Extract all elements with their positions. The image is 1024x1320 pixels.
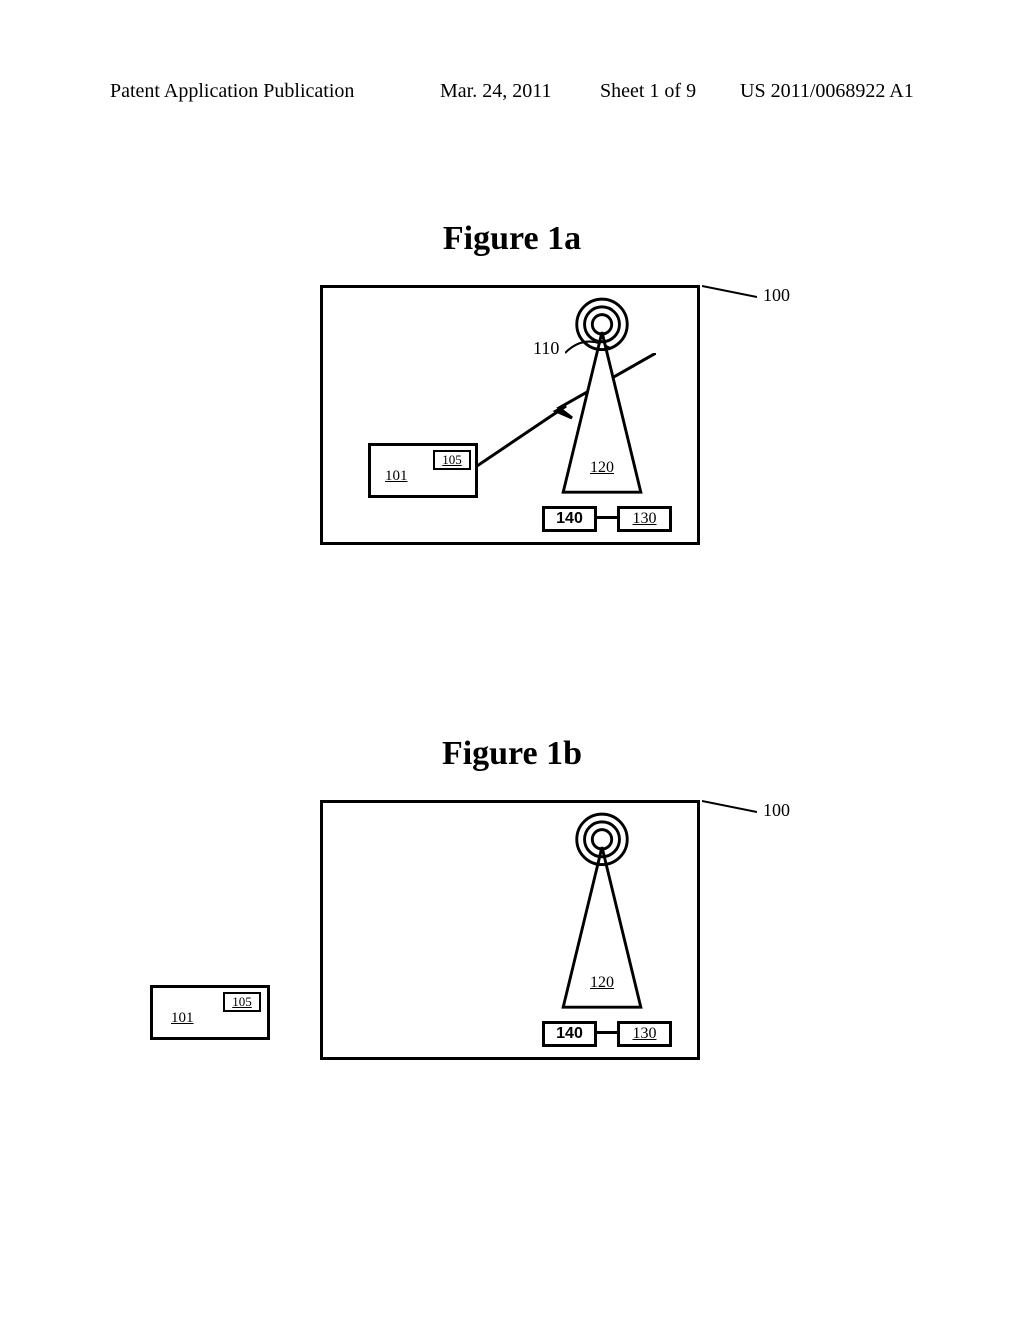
- box-140-1b: 140: [542, 1021, 597, 1047]
- user-equipment-1b: 105 101: [150, 985, 270, 1040]
- box-140-label: 140: [556, 510, 583, 528]
- ue-inner-label: 105: [232, 994, 252, 1010]
- ue-outer-label: 101: [385, 468, 408, 485]
- box-140-label: 140: [556, 1025, 583, 1043]
- page-header: Patent Application Publication Mar. 24, …: [0, 80, 1024, 110]
- coverage-area-1b: 120 140 130: [320, 800, 700, 1060]
- figure-1a-title: Figure 1a: [0, 220, 1024, 258]
- ue-inner-label: 105: [442, 452, 462, 468]
- publication-number: US 2011/0068922 A1: [740, 80, 914, 103]
- box-130-label: 130: [633, 510, 657, 528]
- callout-lead-icon: [702, 283, 757, 307]
- link-1a: [597, 516, 619, 519]
- panel-label: 100: [763, 285, 790, 306]
- publication-type: Patent Application Publication: [110, 80, 354, 103]
- tower-label: 120: [590, 459, 614, 477]
- tower-1b: 120: [542, 818, 662, 1012]
- figure-1b-title: Figure 1b: [0, 735, 1024, 773]
- box-140-1a: 140: [542, 506, 597, 532]
- ue-outer-label: 101: [171, 1010, 194, 1027]
- panel-callout-1b: 100: [702, 798, 790, 822]
- tower-label: 120: [590, 974, 614, 992]
- panel-label: 100: [763, 800, 790, 821]
- box-130-1a: 130: [617, 506, 672, 532]
- ue-inner-box: 105: [433, 450, 471, 470]
- publication-date: Mar. 24, 2011: [440, 80, 551, 103]
- callout-lead-icon: [702, 798, 757, 822]
- user-equipment-1a: 105 101: [368, 443, 478, 498]
- box-130-1b: 130: [617, 1021, 672, 1047]
- box-130-label: 130: [633, 1025, 657, 1043]
- coverage-area-1a: 110 120 105 101 140 130: [320, 285, 700, 545]
- tower-1a: 120: [542, 303, 662, 497]
- sheet-number: Sheet 1 of 9: [600, 80, 696, 103]
- link-1b: [597, 1031, 619, 1034]
- panel-callout-1a: 100: [702, 283, 790, 307]
- ue-inner-box: 105: [223, 992, 261, 1012]
